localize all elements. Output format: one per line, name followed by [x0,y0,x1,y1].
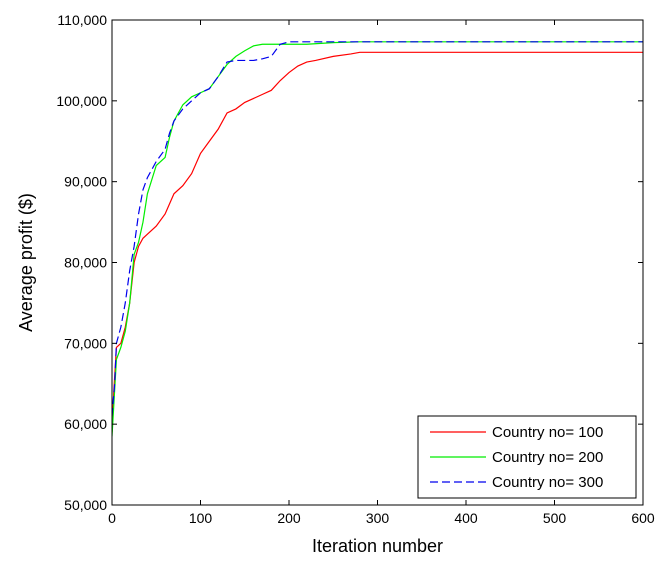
x-tick-label: 100 [189,510,213,526]
series-line-3 [112,41,643,417]
series-group [112,41,643,437]
legend-label-3: Country no= 300 [492,474,603,491]
x-tick-label: 300 [366,510,390,526]
y-tick-label: 80,000 [64,255,107,271]
x-tick-label: 200 [277,510,301,526]
y-axis-label: Average profit ($) [16,193,36,332]
x-tick-label: 500 [543,510,567,526]
y-tick-label: 110,000 [57,12,107,28]
series-line-2 [112,41,643,437]
y-tick-label: 60,000 [64,416,107,432]
x-tick-label: 600 [631,510,655,526]
x-axis-label: Iteration number [312,536,443,556]
x-tick-label: 0 [108,510,116,526]
y-tick-label: 50,000 [64,497,107,513]
legend-label-2: Country no= 200 [492,449,603,466]
ticks-group: 0 100 200 300 400 500 600 50,000 60,000 70,000 80,… [56,12,655,526]
x-tick-label: 400 [454,510,478,526]
legend: Country no= 100 Country no= 200 Country no… [417,415,637,499]
y-tick-label: 100,000 [56,93,107,109]
legend-label-1: Country no= 100 [492,424,603,441]
y-tick-label: 70,000 [64,335,107,351]
y-tick-label: 90,000 [64,174,107,190]
